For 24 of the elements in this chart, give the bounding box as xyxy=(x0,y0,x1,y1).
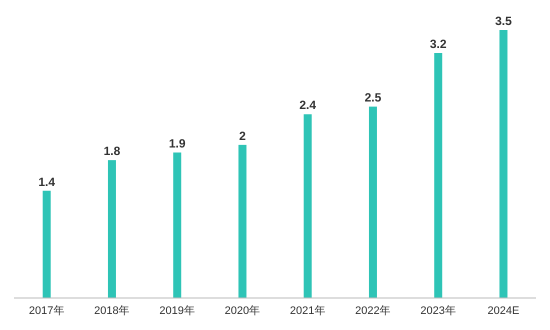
data-label: 2 xyxy=(239,128,246,143)
data-label: 1.9 xyxy=(168,136,186,151)
data-label: 2.4 xyxy=(299,98,316,112)
x-tick-label: 2018年 xyxy=(94,304,130,317)
data-label: 3.2 xyxy=(430,36,447,51)
data-label: 2.5 xyxy=(364,90,382,105)
data-label: 1.4 xyxy=(38,174,56,189)
bar xyxy=(304,114,312,298)
bar xyxy=(368,106,377,298)
x-tick-label: 2022年 xyxy=(355,304,391,317)
x-tick-label: 2017年 xyxy=(28,304,64,317)
data-label: 3.5 xyxy=(495,14,512,28)
x-tick-label: 2021年 xyxy=(290,304,326,317)
bar xyxy=(434,52,442,298)
bar xyxy=(173,152,182,298)
x-tick-label: 2020年 xyxy=(224,304,260,317)
x-tick-label: 2024E xyxy=(487,304,520,317)
bar xyxy=(108,160,116,298)
bar xyxy=(42,190,51,298)
data-label: 1.8 xyxy=(104,144,121,158)
bar xyxy=(499,30,508,298)
bar xyxy=(238,144,246,298)
x-tick-label: 2023年 xyxy=(420,304,456,317)
x-tick-label: 2019年 xyxy=(159,304,195,317)
